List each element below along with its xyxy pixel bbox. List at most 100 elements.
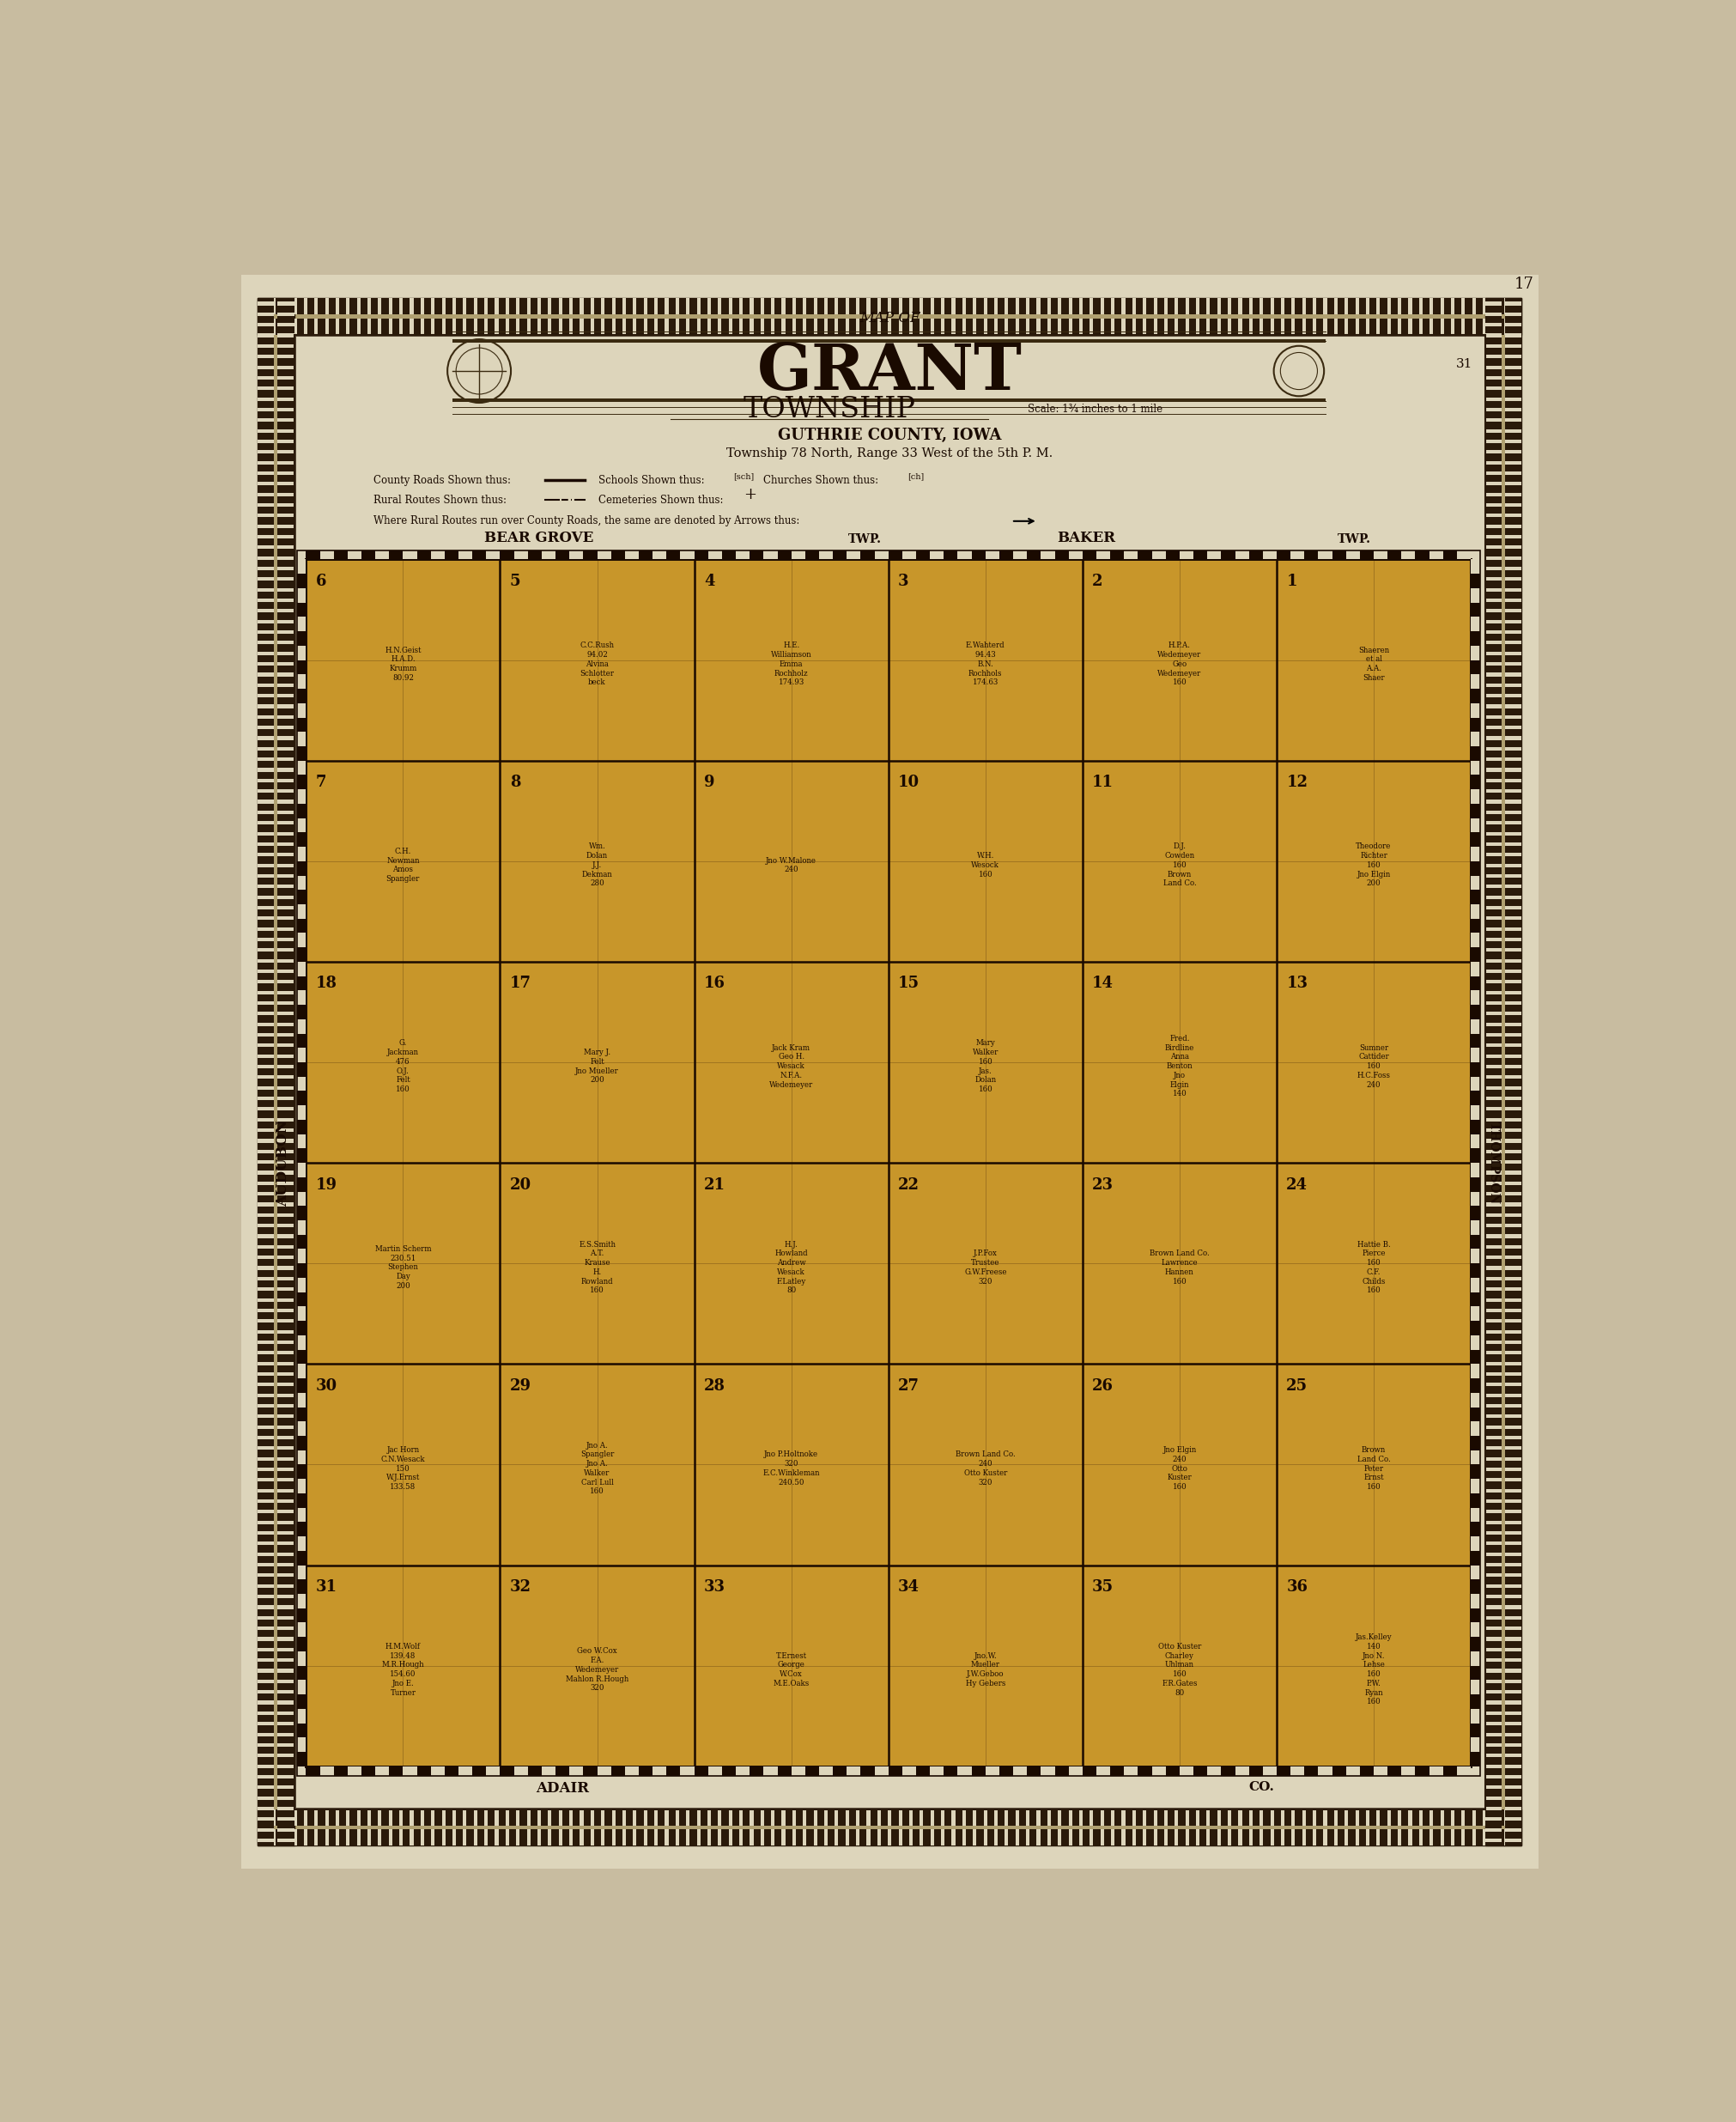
Bar	[257, 492, 274, 497]
Bar	[722, 1766, 736, 1776]
Bar	[1118, 1810, 1121, 1825]
Bar	[1486, 359, 1502, 363]
Bar	[297, 1536, 306, 1551]
Bar	[601, 1829, 604, 1846]
Bar	[406, 299, 410, 314]
Bar	[1505, 1322, 1522, 1326]
Bar	[1486, 1746, 1502, 1751]
Bar	[1220, 1810, 1224, 1825]
Bar	[1486, 435, 1502, 439]
Bar	[278, 1337, 293, 1341]
Bar	[604, 1829, 608, 1846]
Bar	[509, 1810, 512, 1825]
Bar	[1486, 467, 1502, 471]
Bar	[1505, 891, 1522, 895]
Bar	[597, 318, 601, 335]
Bar	[1505, 1002, 1522, 1006]
Bar	[278, 811, 293, 815]
Bar	[529, 299, 535, 314]
Bar	[601, 1810, 604, 1825]
Bar	[257, 1659, 274, 1662]
Bar	[297, 1379, 306, 1392]
Bar	[278, 1167, 293, 1171]
Bar	[283, 1810, 286, 1825]
Bar	[682, 299, 686, 314]
Bar	[1486, 817, 1502, 821]
Bar	[1505, 870, 1522, 874]
Bar	[417, 550, 431, 560]
Bar	[880, 318, 884, 335]
Bar	[1505, 1746, 1522, 1751]
Bar	[1505, 821, 1522, 825]
Bar	[431, 1810, 434, 1825]
Bar	[512, 318, 516, 335]
Bar	[1505, 488, 1522, 492]
Bar	[389, 318, 392, 335]
Bar	[1121, 299, 1125, 314]
Bar	[257, 970, 274, 974]
Bar	[257, 842, 274, 847]
Bar	[1505, 779, 1522, 783]
Bar	[535, 299, 538, 314]
Bar	[1476, 1829, 1479, 1846]
Bar	[930, 550, 944, 560]
Bar	[1486, 1405, 1502, 1407]
Bar	[1486, 1199, 1502, 1203]
Bar	[278, 1033, 293, 1038]
Bar	[884, 1810, 887, 1825]
Bar	[278, 1785, 293, 1789]
Bar	[257, 721, 274, 726]
Bar	[385, 318, 389, 335]
Bar	[835, 1810, 838, 1825]
Bar	[1486, 772, 1502, 775]
Bar	[410, 318, 413, 335]
Bar	[984, 299, 988, 314]
Bar	[361, 1829, 365, 1846]
Bar	[859, 318, 863, 335]
Bar	[672, 1810, 675, 1825]
Bar	[278, 1322, 293, 1326]
Bar	[257, 1316, 274, 1320]
Bar	[984, 1829, 988, 1846]
Bar	[1486, 1386, 1502, 1390]
Bar	[427, 1829, 431, 1846]
Bar	[257, 1683, 274, 1687]
Bar	[278, 779, 293, 783]
Text: [sch]: [sch]	[733, 473, 753, 480]
Text: Jno Elgin
240
Otto
Kuster
160: Jno Elgin 240 Otto Kuster 160	[1163, 1447, 1196, 1492]
Bar	[1505, 662, 1522, 666]
Bar	[335, 1829, 339, 1846]
Bar	[1505, 454, 1522, 456]
Bar	[257, 726, 274, 730]
Bar	[1505, 1475, 1522, 1479]
Bar	[257, 1549, 274, 1553]
Bar	[750, 299, 753, 314]
Bar	[257, 800, 274, 804]
Bar	[746, 318, 750, 335]
Bar	[278, 1577, 293, 1581]
Bar	[1486, 528, 1502, 530]
Bar	[1250, 1829, 1253, 1846]
Bar	[1505, 1050, 1522, 1055]
Bar	[1115, 1829, 1118, 1846]
Bar	[1090, 299, 1094, 314]
Bar	[1470, 1019, 1481, 1033]
Bar	[278, 1199, 293, 1203]
Bar	[257, 433, 274, 435]
Bar	[257, 390, 274, 395]
Bar	[675, 318, 679, 335]
Bar	[278, 1288, 293, 1290]
Bar	[870, 318, 873, 335]
Bar	[257, 741, 274, 743]
Bar	[273, 299, 276, 314]
Bar	[1370, 1829, 1373, 1846]
Text: [ch]: [ch]	[908, 473, 924, 480]
Bar	[382, 1829, 385, 1846]
Bar	[1486, 1496, 1502, 1500]
Bar	[297, 1178, 306, 1193]
Bar	[740, 299, 743, 314]
Bar	[470, 299, 474, 314]
Bar	[1486, 917, 1502, 921]
Bar	[257, 1729, 274, 1732]
Bar	[1505, 764, 1522, 768]
